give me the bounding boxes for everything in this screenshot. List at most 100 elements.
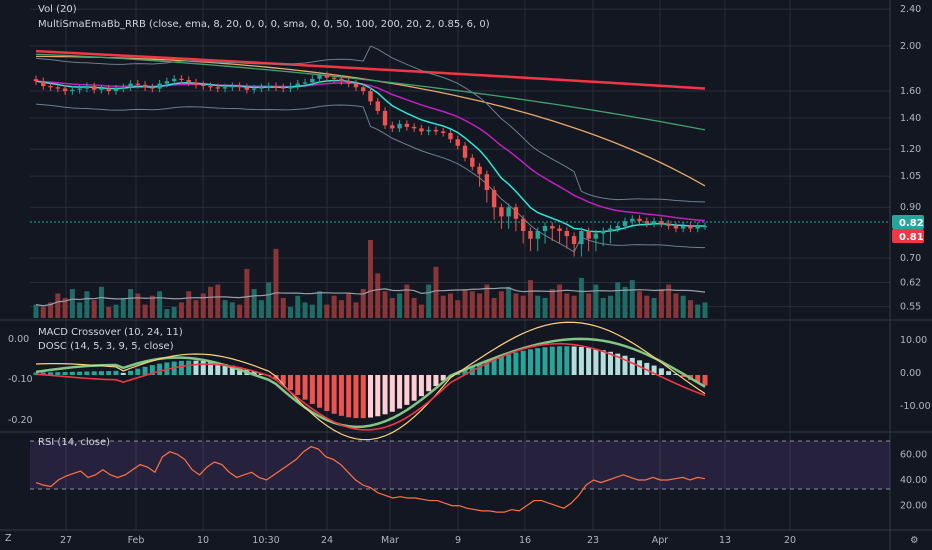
candle-body xyxy=(404,123,410,127)
volume-bar xyxy=(629,280,635,318)
macd-histogram-bar xyxy=(615,353,621,375)
candle-body xyxy=(324,75,330,78)
legend-multi-sma[interactable]: MultiSmaEmaBb_RRB (close, ema, 8, 20, 0,… xyxy=(38,19,490,30)
timezone-label[interactable]: Z xyxy=(5,533,12,544)
macd-histogram-bar xyxy=(484,361,490,375)
macd-histogram-bar xyxy=(69,371,75,375)
volume-bar xyxy=(62,297,68,318)
volume-bar xyxy=(149,295,155,318)
volume-bar xyxy=(527,280,533,318)
gear-icon[interactable]: ⚙ xyxy=(910,535,919,546)
candle-body xyxy=(259,87,264,89)
macd-histogram-bar xyxy=(375,375,381,417)
volume-bar xyxy=(193,300,199,318)
volume-bar xyxy=(397,293,403,318)
rsi-axis[interactable]: 60.00 40.00 20.00 xyxy=(900,449,927,511)
macd-histogram-bar xyxy=(317,375,323,408)
bb-upper-line xyxy=(35,45,706,203)
volume-bar xyxy=(331,295,337,318)
candle-body xyxy=(593,233,599,239)
candle-body xyxy=(411,126,417,129)
candle-body xyxy=(353,83,359,88)
volume-bar xyxy=(615,282,621,318)
volume-bar xyxy=(186,291,192,318)
volume-bar xyxy=(571,295,577,318)
volume-bar xyxy=(69,289,75,318)
candle-body xyxy=(215,87,220,89)
macd-histogram-bar xyxy=(651,365,657,375)
macd-histogram-bar xyxy=(477,363,483,375)
candle-body xyxy=(179,78,184,80)
legend-dosc[interactable]: DOSC (14, 5, 3, 9, 5, close) xyxy=(38,341,174,352)
volume-bar xyxy=(215,284,221,318)
volume-bar xyxy=(484,284,490,318)
candle-body xyxy=(295,83,300,87)
volume-bar xyxy=(666,284,672,318)
time-axis[interactable]: 27 Feb 10 10:30 24 Mar 9 16 23 Apr 13 20 xyxy=(60,535,796,546)
volume-bar xyxy=(222,300,228,318)
price-tick-label: 1.60 xyxy=(900,86,921,97)
candle-body xyxy=(368,91,373,102)
candle-body xyxy=(128,83,133,88)
macd-histogram-bar xyxy=(62,371,68,375)
macd-histogram-bar xyxy=(578,346,584,375)
candle-body xyxy=(484,174,490,191)
volume-bar xyxy=(426,284,432,318)
candle-body xyxy=(171,78,177,82)
sma50-line xyxy=(35,53,706,131)
macd-histogram-bar xyxy=(193,360,199,375)
price-axis[interactable]: 2.40 2.00 1.60 1.40 1.20 1.05 0.90 0.70 0.62 0.55 xyxy=(900,4,921,313)
candle-body xyxy=(317,75,322,79)
macd-histogram-bar xyxy=(331,375,337,414)
volume-ma-line xyxy=(35,287,706,307)
macd-histogram-bar xyxy=(513,352,519,375)
candle-body xyxy=(339,78,344,82)
macd-histogram-bar xyxy=(549,346,555,375)
candle-body xyxy=(208,86,213,88)
legend-vol[interactable]: Vol (20) xyxy=(38,4,77,15)
volume-bar xyxy=(360,289,366,318)
macd-right-axis[interactable]: 10.00 0.00 -10.00 xyxy=(900,335,931,412)
volume-bar xyxy=(411,297,417,318)
ema-slow-line xyxy=(35,80,706,222)
candle-body xyxy=(441,131,446,133)
price-tick-label: 1.40 xyxy=(900,113,921,124)
volume-bar xyxy=(520,295,526,318)
candle-body xyxy=(230,86,235,88)
macd-histogram-bar xyxy=(149,365,155,375)
macd-left-tick: -0.20 xyxy=(8,415,33,426)
volume-bar xyxy=(375,273,381,318)
volume-bar xyxy=(433,266,439,318)
macd-histogram-bar xyxy=(309,375,315,404)
candle-body xyxy=(491,190,497,208)
legend-rsi[interactable]: RSI (14, close) xyxy=(38,437,110,448)
candle-body xyxy=(506,207,511,217)
volume-bar xyxy=(288,306,294,318)
macd-histogram-bar xyxy=(506,354,512,375)
price-tick-label: 0.70 xyxy=(900,253,921,264)
macd-histogram-bar xyxy=(237,367,243,375)
macd-histogram-bar xyxy=(673,374,679,375)
rsi-band-fill xyxy=(30,441,890,489)
volume-bar xyxy=(91,300,97,318)
macd-histogram-bar xyxy=(222,364,228,375)
macd-histogram-bar xyxy=(571,346,577,375)
candle-body xyxy=(164,81,170,84)
candle-body xyxy=(346,81,351,84)
candle-body xyxy=(390,125,395,129)
volume-bar xyxy=(469,291,475,318)
time-tick-label: 13 xyxy=(719,535,731,546)
legend-macd[interactable]: MACD Crossover (10, 24, 11) xyxy=(38,327,183,338)
time-tick-label: 20 xyxy=(784,535,796,546)
time-tick-label: 24 xyxy=(321,535,333,546)
candle-body xyxy=(521,218,526,232)
candle-body xyxy=(470,157,475,167)
macd-histogram-bar xyxy=(346,375,352,418)
macd-histogram-bar xyxy=(527,349,533,375)
volume-bar xyxy=(200,293,206,318)
volume-bar xyxy=(491,297,497,318)
candle-body xyxy=(382,110,388,126)
candle-body xyxy=(77,88,82,90)
volume-bar xyxy=(295,295,301,318)
